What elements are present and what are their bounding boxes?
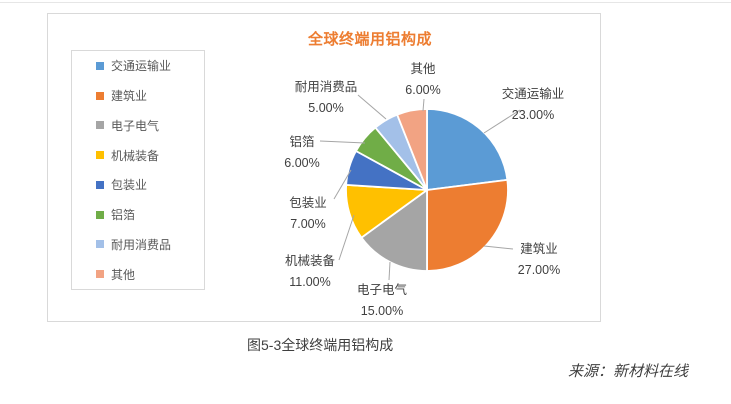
leader-line-6 bbox=[319, 140, 366, 144]
pie-data-label-name: 耐用消费品 bbox=[294, 80, 358, 94]
pie-slice-8 bbox=[396, 108, 428, 191]
leader-line-3 bbox=[388, 261, 391, 281]
legend-item: 电子电气 bbox=[96, 117, 204, 134]
legend-item: 交通运输业 bbox=[96, 57, 204, 74]
leader-line-7 bbox=[357, 94, 387, 120]
pie-data-label-value: 15.00% bbox=[360, 304, 404, 318]
figure-source: 来源：新材料在线 bbox=[567, 363, 688, 380]
pie-data-label: 铝箔 6.00% bbox=[284, 132, 319, 174]
legend-item: 建筑业 bbox=[96, 87, 204, 104]
pie-data-label-value: 5.00% bbox=[308, 101, 344, 115]
pie-data-label: 电子电气 15.00% bbox=[357, 280, 407, 322]
pie-data-label-value: 7.00% bbox=[290, 217, 326, 231]
leader-line-5 bbox=[333, 169, 352, 200]
leader-line-1 bbox=[483, 109, 521, 134]
leader-line-4 bbox=[338, 214, 355, 261]
legend-item: 耐用消费品 bbox=[96, 236, 204, 253]
pie-slice-2 bbox=[426, 178, 509, 272]
pie-data-label-value: 11.00% bbox=[289, 275, 331, 289]
legend-label: 耐用消费品 bbox=[111, 237, 172, 252]
pie-data-label-name: 包装业 bbox=[289, 196, 327, 210]
figure-caption: 图5-3全球终端用铝构成 bbox=[247, 337, 394, 353]
page-top-divider bbox=[0, 2, 731, 3]
pie-data-label-name: 建筑业 bbox=[520, 242, 558, 256]
pie-data-label-value: 23.00% bbox=[511, 108, 555, 122]
legend-item: 其他 bbox=[96, 266, 204, 283]
legend-label: 包装业 bbox=[111, 178, 148, 193]
pie-data-label-name: 交通运输业 bbox=[501, 87, 565, 101]
pie-data-label: 其他 6.00% bbox=[405, 59, 440, 101]
pie-data-label-value: 27.00% bbox=[517, 263, 561, 277]
pie-data-label-name: 铝箔 bbox=[289, 135, 315, 149]
legend-label: 建筑业 bbox=[111, 89, 148, 104]
chart-legend: 交通运输业建筑业电子电气机械装备包装业铝箔耐用消费品其他 bbox=[71, 50, 205, 290]
leader-line-2 bbox=[483, 245, 514, 250]
pie-data-label-value: 6.00% bbox=[405, 83, 441, 97]
pie-data-label-name: 电子电气 bbox=[356, 283, 408, 297]
chart-title: 全球终端用铝构成 bbox=[307, 31, 432, 48]
pie-data-label: 机械装备 11.00% bbox=[285, 251, 335, 293]
legend-label: 铝箔 bbox=[111, 208, 136, 223]
pie-data-label-name: 其他 bbox=[410, 62, 436, 76]
legend-label: 电子电气 bbox=[111, 118, 160, 133]
legend-marker bbox=[96, 270, 104, 279]
legend-label: 其他 bbox=[111, 267, 136, 282]
legend-marker bbox=[96, 180, 104, 189]
leader-line-8 bbox=[422, 98, 425, 112]
pie-data-label: 耐用消费品 5.00% bbox=[295, 77, 358, 119]
legend-marker bbox=[96, 151, 104, 160]
legend-marker bbox=[96, 61, 104, 70]
legend-marker bbox=[96, 240, 104, 249]
pie-data-label: 建筑业 27.00% bbox=[518, 239, 560, 281]
pie-slice-1 bbox=[426, 108, 509, 191]
legend-item: 铝箔 bbox=[96, 206, 204, 223]
legend-item: 机械装备 bbox=[96, 147, 204, 164]
pie-data-label-name: 机械装备 bbox=[284, 254, 336, 268]
legend-marker bbox=[96, 210, 104, 219]
pie-data-label: 交通运输业 23.00% bbox=[502, 84, 565, 126]
legend-marker bbox=[96, 91, 104, 100]
legend-item: 包装业 bbox=[96, 176, 204, 193]
legend-label: 交通运输业 bbox=[111, 59, 172, 74]
legend-label: 机械装备 bbox=[111, 148, 160, 163]
legend-marker bbox=[96, 121, 104, 130]
pie-data-label-value: 6.00% bbox=[284, 156, 320, 170]
pie-data-label: 包装业 7.00% bbox=[289, 193, 327, 235]
